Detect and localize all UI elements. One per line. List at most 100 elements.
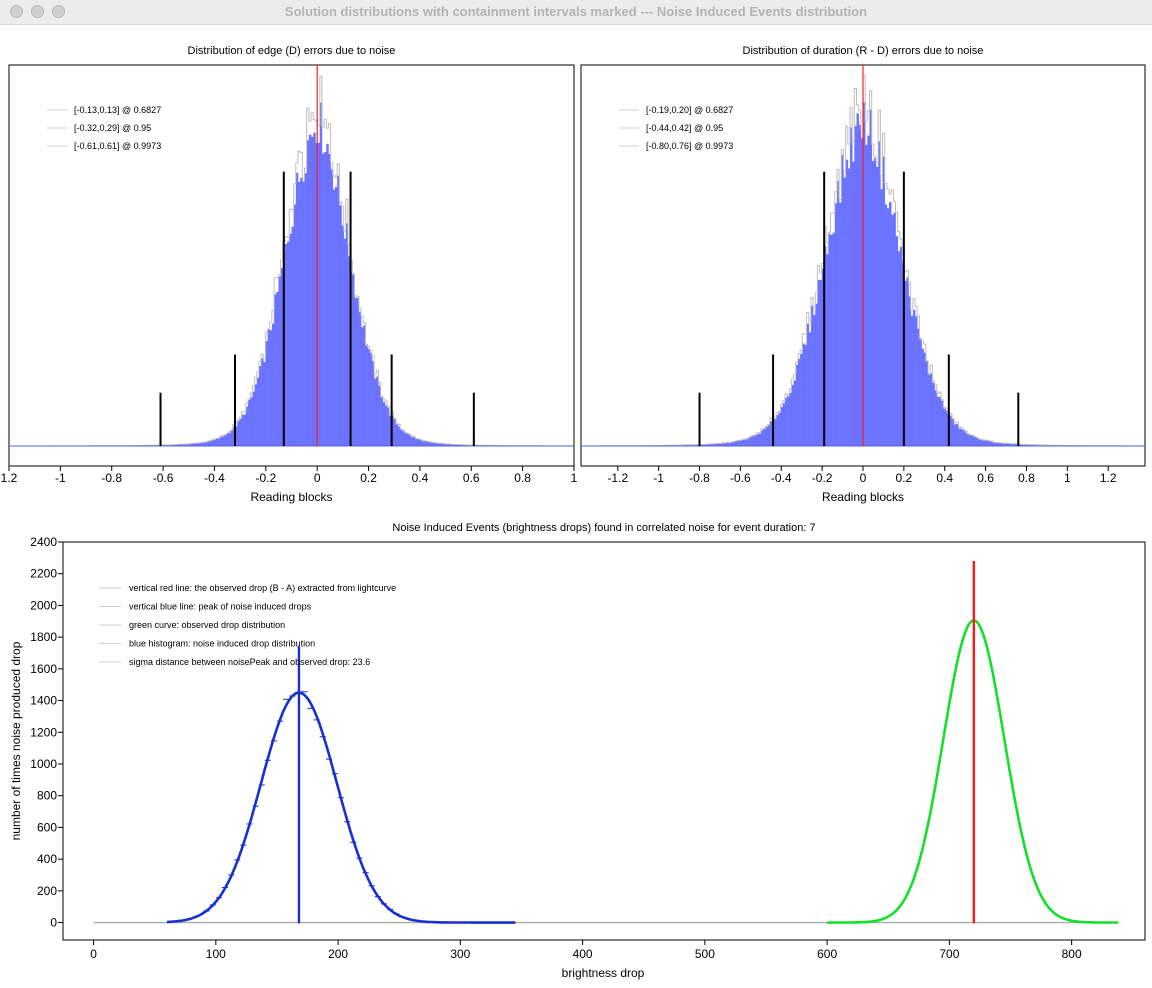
histogram-bar [376, 376, 379, 446]
close-window-button[interactable] [10, 5, 23, 18]
histogram-bar [1004, 443, 1007, 446]
y-tick-label: 1400 [30, 694, 57, 708]
histogram-bar [189, 443, 192, 446]
histogram-bar [735, 441, 738, 446]
histogram-bar [841, 155, 844, 446]
histogram-bar [235, 426, 238, 446]
histogram-bar [980, 439, 983, 446]
x-tick-label: 1 [1064, 471, 1071, 485]
histogram-bar [687, 444, 690, 446]
histogram-bar [367, 349, 371, 446]
histogram-bar [250, 397, 253, 446]
plot-frame [62, 541, 1146, 941]
x-tick-label: -1.2 [607, 471, 628, 485]
histogram-bar [769, 421, 773, 446]
y-tick-label: 400 [37, 852, 57, 866]
histogram-bar [380, 397, 384, 446]
histogram-bar [256, 377, 260, 446]
histogram-bar [917, 328, 920, 446]
legend-entry: green curve: observed drop distribution [129, 620, 285, 630]
histogram-bar [828, 233, 831, 446]
histogram-bar [776, 415, 779, 446]
x-axis-label: Reading blocks [822, 490, 904, 504]
histogram-bar [443, 443, 447, 446]
histogram-bar [765, 427, 768, 446]
histogram-bar [215, 438, 218, 446]
histogram-bar [715, 443, 718, 446]
histogram-bar [324, 152, 327, 446]
histogram-bar [819, 279, 823, 446]
histogram-bar [925, 361, 929, 446]
histogram-bar [384, 405, 388, 446]
histogram-bar [910, 315, 914, 446]
histogram-bar [343, 238, 347, 446]
histogram-bar [461, 444, 464, 446]
y-tick-label: 2000 [30, 598, 57, 612]
histogram-bar [382, 402, 386, 446]
histogram-bar [293, 204, 297, 446]
legend-entry: blue histogram: noise induced drop distr… [129, 639, 315, 649]
histogram-bar [261, 358, 264, 446]
histogram-bar [873, 158, 877, 446]
y-tick-label: 200 [37, 884, 57, 898]
x-tick-label: 500 [695, 947, 715, 961]
histogram-bar [724, 443, 727, 446]
histogram-bar [956, 423, 959, 446]
histogram-bar [463, 444, 466, 446]
histogram-bar [400, 429, 403, 446]
histogram-bar [1036, 444, 1040, 446]
histogram-bar [689, 444, 692, 446]
y-axis-label: number of times noise produced drop [9, 641, 23, 840]
histogram-bar [717, 443, 721, 446]
legend-entry: [-0.32,0.29] @ 0.95 [74, 123, 151, 133]
histogram-bar [878, 141, 881, 446]
histogram-bar [182, 444, 186, 446]
histogram-bar [813, 315, 816, 446]
histogram-bar [919, 339, 922, 446]
histogram-bar [193, 443, 197, 446]
histogram-bar [445, 444, 449, 446]
histogram-bar [849, 127, 853, 446]
x-tick-label: 400 [573, 947, 593, 961]
histogram-bar [1025, 444, 1029, 446]
histogram-bar [458, 444, 462, 446]
histogram-bar [871, 161, 875, 446]
histogram-bar [304, 173, 308, 446]
legend-entry: [-0.61,0.61] @ 0.9973 [74, 141, 161, 151]
histogram-bar [915, 316, 918, 446]
histogram-bar [702, 444, 705, 446]
minimize-window-button[interactable] [31, 5, 44, 18]
histogram-bar [884, 204, 888, 446]
histogram-bar [780, 406, 784, 446]
histogram-bar [263, 362, 266, 446]
histogram-bar [430, 442, 434, 446]
histogram-bar [415, 438, 418, 446]
histogram-bar [973, 436, 977, 446]
histogram-bar [276, 291, 279, 446]
error-histogram-chart-2: Distribution of duration (R - D) errors … [580, 45, 1146, 504]
histogram-bar [187, 444, 190, 446]
y-tick-label: 1800 [30, 630, 57, 644]
x-tick-label: 300 [450, 947, 470, 961]
histogram-bar [334, 186, 338, 446]
histogram-bar [241, 414, 244, 446]
x-tick-label: 0.8 [514, 471, 531, 485]
histogram-bar [758, 433, 762, 446]
legend-entry: vertical blue line: peak of noise induce… [129, 602, 312, 612]
histogram-bar [243, 414, 247, 446]
histogram-bar [854, 126, 857, 447]
histogram-bar [860, 138, 864, 446]
histogram-bar [267, 329, 271, 446]
histogram-bar [732, 441, 736, 446]
window-title: Solution distributions with containment … [284, 4, 868, 19]
zoom-window-button[interactable] [52, 5, 65, 18]
histogram-bar [185, 444, 188, 446]
histogram-bar [311, 136, 314, 446]
histogram-bar [169, 444, 173, 446]
histogram-bar [302, 181, 305, 447]
histogram-bar [943, 408, 946, 446]
histogram-bar [891, 214, 894, 446]
histogram-bar [741, 439, 744, 446]
histogram-bar [465, 444, 468, 446]
histogram-bar [886, 208, 890, 446]
